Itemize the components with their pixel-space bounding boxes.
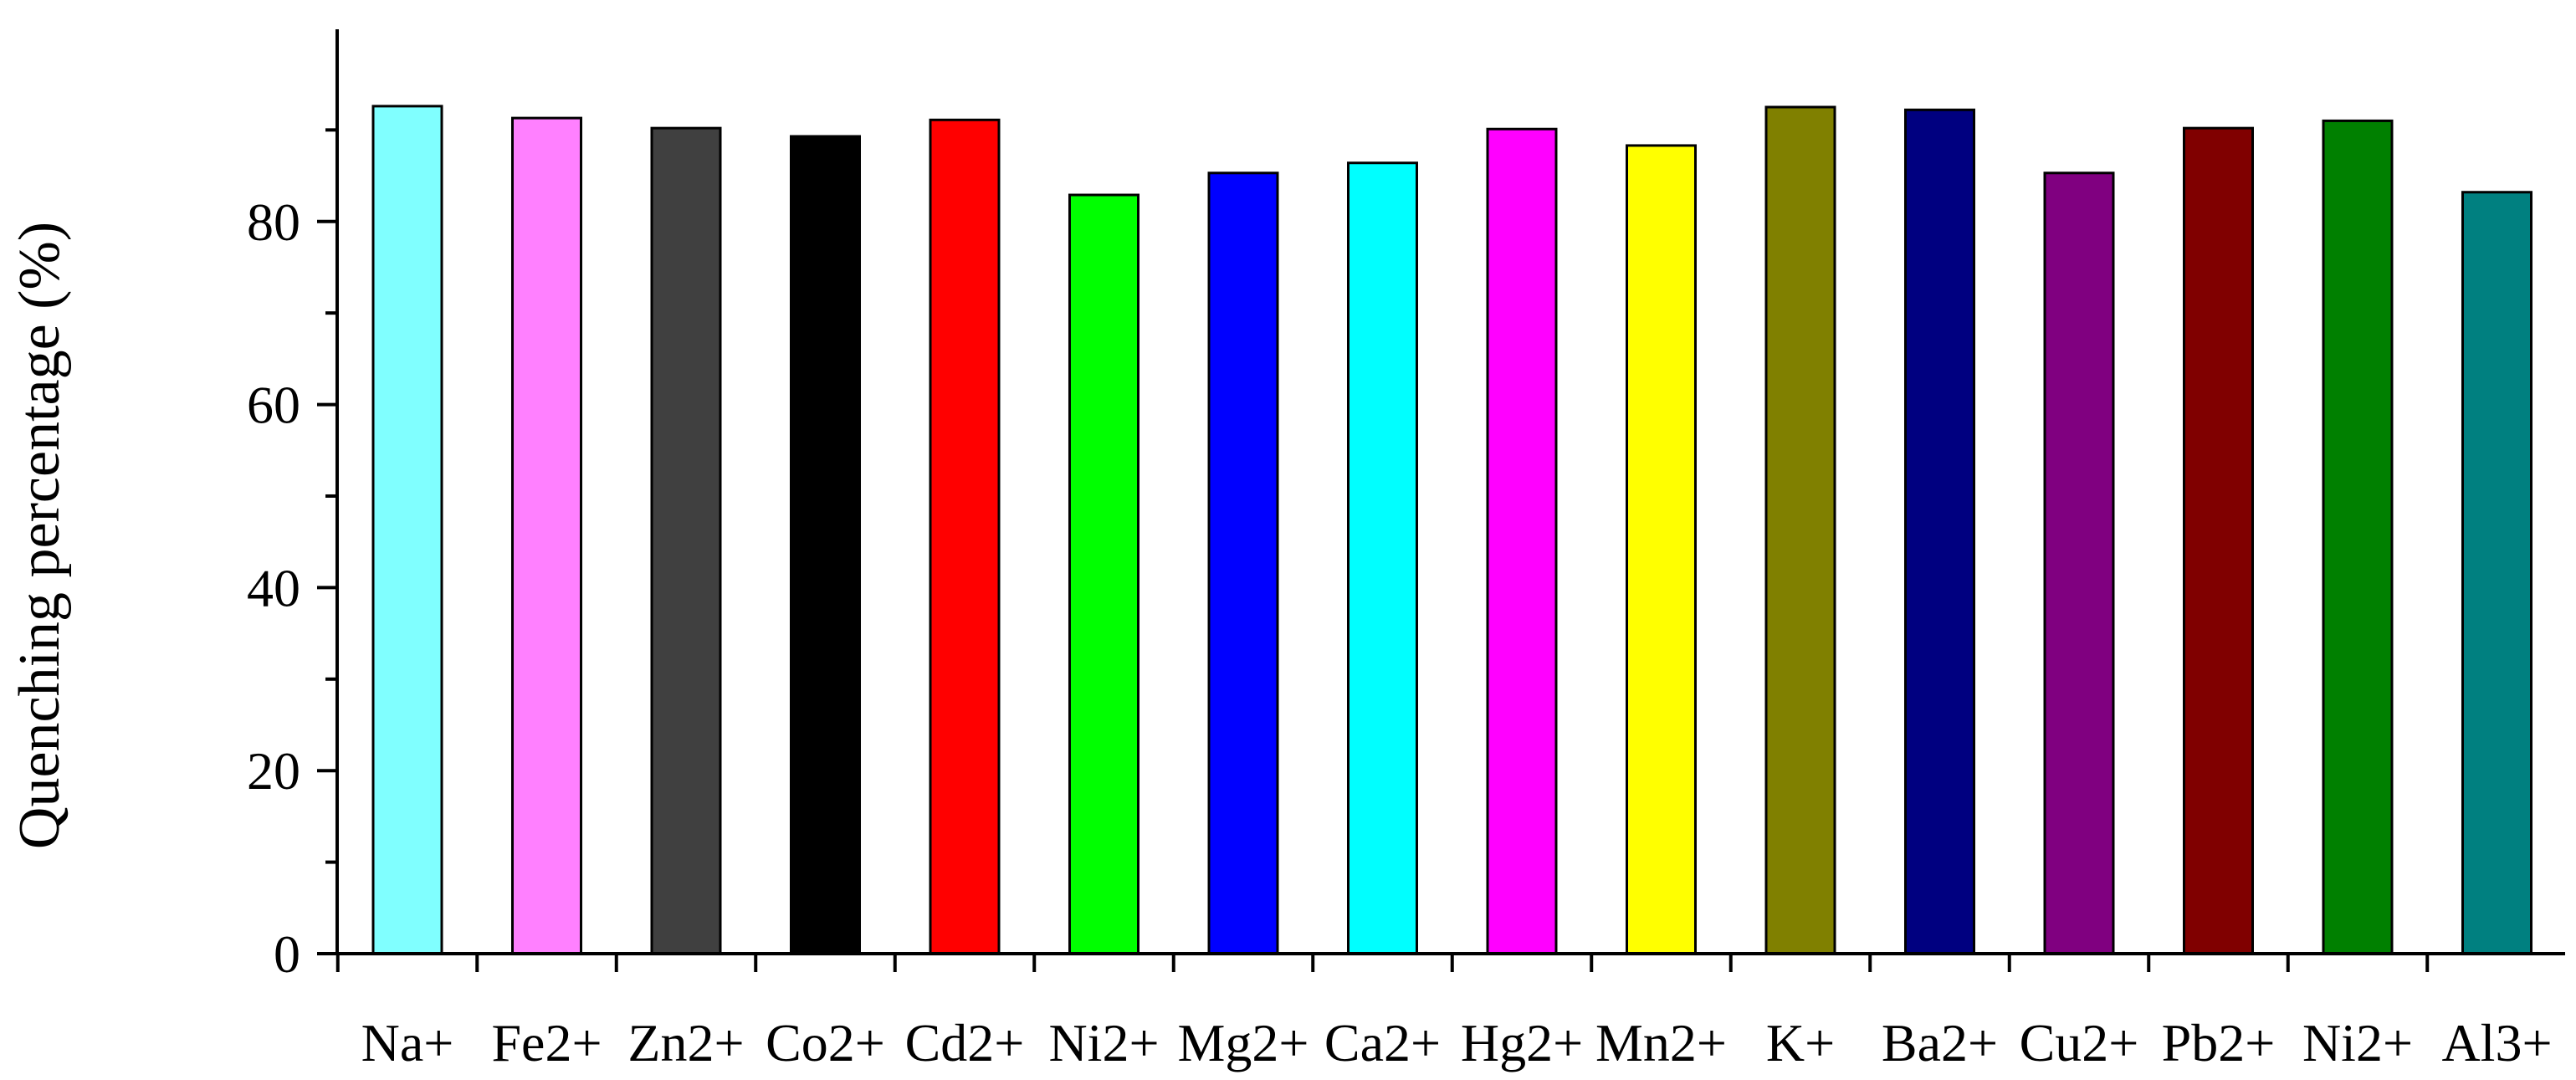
x-tick-label: Fe2+ [491, 1013, 602, 1072]
bar-11 [1904, 108, 1975, 955]
x-tick-label: Ni2+ [1048, 1013, 1159, 1072]
bars-group [371, 105, 2532, 955]
y-tick-label: 80 [247, 192, 300, 252]
bar-5 [1068, 193, 1139, 955]
bar-12 [2043, 171, 2115, 955]
x-tick-label: Mn2+ [1595, 1013, 1727, 1072]
x-tick-label: Cd2+ [905, 1013, 1025, 1072]
bar-10 [1764, 105, 1836, 955]
x-tick-label: K+ [1766, 1013, 1835, 1072]
x-tick-label: Cu2+ [2020, 1013, 2139, 1072]
x-ticks-group: Na+ Fe2+ Zn2+ Co2+ Cd2+ Ni2+ Mg2+ Ca2+ Hg2+ Mn2+ K… [335, 954, 2553, 1072]
bar-3 [790, 135, 861, 955]
bar-15 [2461, 191, 2532, 955]
bar-6 [1207, 171, 1279, 955]
y-ticks-group: 0 20 40 60 80 [247, 128, 337, 984]
x-tick-label: Ba2+ [1882, 1013, 1998, 1072]
bar-1 [511, 116, 582, 955]
x-tick-label: Pb2+ [2162, 1013, 2276, 1072]
bar-7 [1347, 161, 1418, 955]
x-tick-label: Hg2+ [1461, 1013, 1583, 1072]
x-tick-label: Na+ [361, 1013, 454, 1072]
x-tick-label: Ca2+ [1324, 1013, 1441, 1072]
bar-0 [371, 105, 443, 955]
bar-14 [2322, 119, 2394, 955]
x-tick-label: Zn2+ [627, 1013, 744, 1072]
y-tick-label: 0 [274, 924, 300, 984]
y-tick-label: 60 [247, 376, 300, 435]
x-tick-label: Ni2+ [2302, 1013, 2413, 1072]
x-tick-label: Co2+ [766, 1013, 885, 1072]
y-axis-title: Quenching percentage (%) [8, 222, 72, 849]
x-tick-label: Mg2+ [1178, 1013, 1309, 1072]
bar-8 [1486, 127, 1558, 955]
y-tick-label: 20 [247, 741, 300, 801]
bar-9 [1626, 144, 1697, 955]
x-tick-label: Al3+ [2441, 1013, 2552, 1072]
y-tick-label: 40 [247, 558, 300, 617]
bar-13 [2183, 126, 2254, 955]
bar-4 [929, 118, 1001, 955]
bar-2 [650, 126, 722, 955]
